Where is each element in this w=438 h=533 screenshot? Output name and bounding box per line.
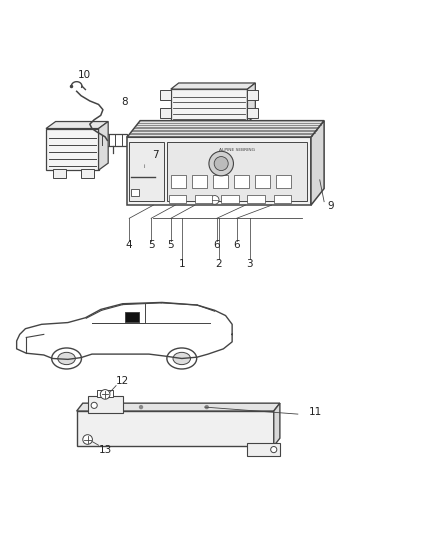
FancyBboxPatch shape xyxy=(88,395,123,413)
Polygon shape xyxy=(274,403,280,446)
Bar xyxy=(221,195,239,203)
Text: 7: 7 xyxy=(152,150,159,160)
Circle shape xyxy=(139,405,143,409)
Text: 5: 5 xyxy=(148,240,155,251)
Polygon shape xyxy=(46,122,108,128)
Bar xyxy=(247,195,265,203)
Bar xyxy=(171,89,247,122)
Bar xyxy=(129,142,164,201)
Circle shape xyxy=(271,447,277,453)
Bar xyxy=(247,91,258,100)
Text: 13: 13 xyxy=(99,445,112,455)
Bar xyxy=(169,195,186,203)
Ellipse shape xyxy=(167,348,197,369)
Text: 3: 3 xyxy=(246,259,253,269)
Ellipse shape xyxy=(52,348,81,369)
Bar xyxy=(160,91,171,100)
Text: 10: 10 xyxy=(78,70,91,80)
Circle shape xyxy=(210,196,219,204)
Circle shape xyxy=(214,157,228,171)
Bar xyxy=(255,175,270,188)
Polygon shape xyxy=(247,83,255,122)
Text: 4: 4 xyxy=(126,240,133,251)
Bar xyxy=(274,195,291,203)
Bar xyxy=(46,128,99,170)
Bar xyxy=(213,175,228,188)
Polygon shape xyxy=(171,83,255,89)
Circle shape xyxy=(83,435,92,445)
Bar xyxy=(127,138,311,205)
Text: 5: 5 xyxy=(167,240,174,251)
Bar xyxy=(125,312,139,322)
Bar xyxy=(276,175,291,188)
Circle shape xyxy=(205,405,209,409)
Circle shape xyxy=(100,390,110,399)
Bar xyxy=(234,175,249,188)
Bar xyxy=(247,108,258,118)
Bar xyxy=(167,142,307,201)
Circle shape xyxy=(91,402,97,408)
Text: ALPINE SEBRING: ALPINE SEBRING xyxy=(219,148,254,151)
Text: 9: 9 xyxy=(327,201,334,211)
Polygon shape xyxy=(77,403,280,411)
FancyBboxPatch shape xyxy=(247,443,280,456)
Bar xyxy=(97,390,113,397)
Bar xyxy=(160,108,171,118)
Polygon shape xyxy=(311,120,324,205)
Text: 8: 8 xyxy=(121,97,128,107)
Text: 1: 1 xyxy=(178,259,185,269)
Bar xyxy=(131,189,139,197)
Ellipse shape xyxy=(58,352,75,365)
Ellipse shape xyxy=(173,352,191,365)
Text: 6: 6 xyxy=(233,240,240,251)
Bar xyxy=(192,175,207,188)
Bar xyxy=(53,169,66,178)
Bar xyxy=(99,134,127,146)
Text: 6: 6 xyxy=(213,240,220,251)
Polygon shape xyxy=(99,122,108,170)
Bar xyxy=(81,169,94,178)
Bar xyxy=(77,411,274,446)
Circle shape xyxy=(209,151,233,176)
Text: i: i xyxy=(144,164,145,169)
Bar xyxy=(195,195,212,203)
Polygon shape xyxy=(127,120,324,138)
Text: 11: 11 xyxy=(309,407,322,417)
Bar xyxy=(171,175,186,188)
Text: 2: 2 xyxy=(215,259,223,269)
Text: 12: 12 xyxy=(116,376,129,386)
